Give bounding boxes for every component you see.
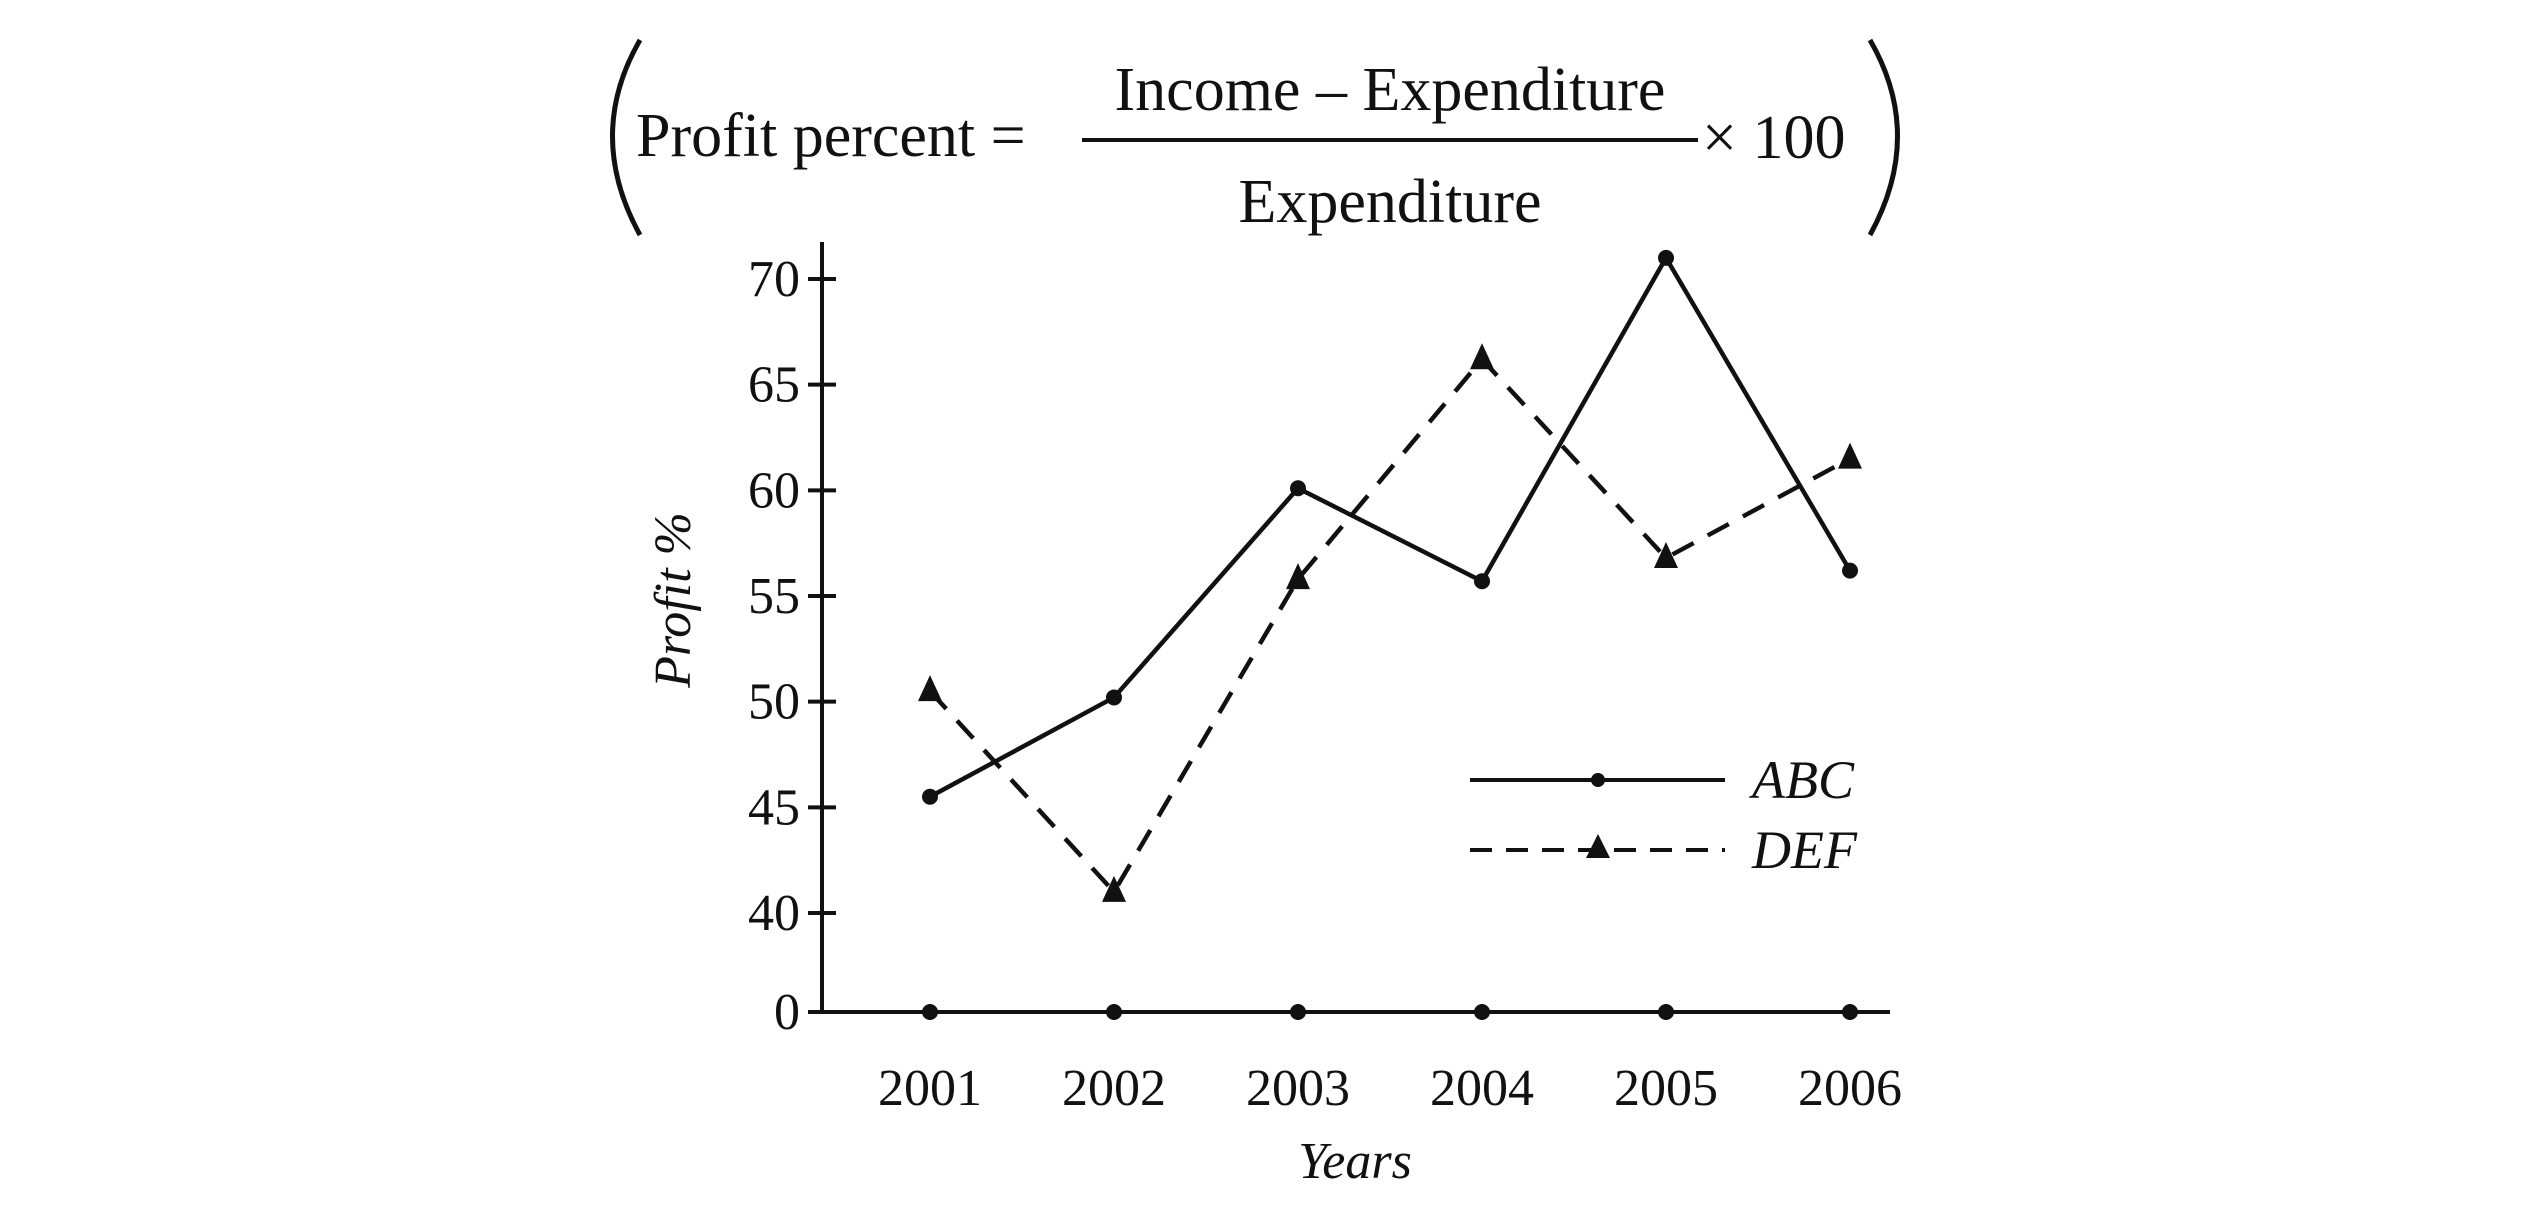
x-ticks: 2001 2002 2003 2004 2005 2006 [878, 1004, 1902, 1117]
y-tick-label: 40 [748, 885, 800, 942]
series-abc-point [1474, 573, 1490, 590]
x-tick-dot [1106, 1004, 1122, 1020]
series-abc [922, 249, 1858, 805]
x-tick-dot [1842, 1004, 1858, 1020]
formula: Profit percent = Income – Expenditure Ex… [610, 38, 1900, 237]
series-abc-point [1842, 562, 1858, 579]
series-def-point [1286, 563, 1310, 590]
x-tick-label: 2005 [1614, 1060, 1718, 1117]
formula-lhs: Profit percent = [636, 102, 1026, 170]
x-axis-label: Years [1298, 1133, 1412, 1190]
series-abc-point [1106, 689, 1122, 706]
series-def-point [1838, 442, 1862, 469]
x-tick-dot [1290, 1004, 1306, 1020]
y-ticks: 0 40 45 50 55 60 65 70 [748, 251, 836, 1041]
x-tick-dot [1658, 1004, 1674, 1020]
legend-def-label: DEF [1751, 820, 1858, 880]
series-def-line [928, 357, 1852, 895]
formula-numerator: Income – Expenditure [1115, 56, 1666, 124]
series-def [918, 343, 1862, 902]
legend-abc-label: ABC [1749, 750, 1855, 810]
formula-multiplier: × 100 [1702, 104, 1845, 172]
axes [818, 242, 1890, 1014]
series-abc-point [922, 788, 938, 805]
formula-left-paren [610, 38, 643, 237]
formula-right-paren [1867, 38, 1900, 237]
y-axis-label: Profit % [645, 512, 702, 689]
y-tick-label: 65 [748, 357, 800, 414]
x-tick-dot [922, 1004, 938, 1020]
legend-item-abc: ABC [1470, 750, 1855, 810]
series-abc-point [1290, 480, 1306, 497]
y-tick-label: 55 [748, 568, 800, 625]
series-layer [918, 249, 1862, 902]
series-def-point [918, 675, 942, 702]
x-tick-label: 2004 [1430, 1060, 1534, 1117]
formula-denominator: Expenditure [1238, 168, 1541, 236]
series-def-point [1654, 541, 1678, 568]
y-tick-label: 50 [748, 674, 800, 731]
y-tick-label: 60 [748, 462, 800, 519]
legend-abc-marker [1591, 773, 1605, 787]
x-tick-dot [1474, 1004, 1490, 1020]
legend-item-def: DEF [1470, 820, 1858, 880]
series-def-point [1470, 343, 1494, 370]
series-abc-line [928, 255, 1852, 799]
x-tick-label: 2003 [1246, 1060, 1350, 1117]
y-tick-label: 45 [748, 779, 800, 836]
legend-def-marker [1586, 834, 1610, 858]
x-tick-label: 2002 [1062, 1060, 1166, 1117]
y-tick-label: 0 [774, 984, 800, 1041]
x-tick-label: 2001 [878, 1060, 982, 1117]
legend: ABC DEF [1470, 750, 1858, 880]
x-tick-label: 2006 [1798, 1060, 1902, 1117]
series-abc-point [1658, 249, 1674, 266]
y-tick-label: 70 [748, 251, 800, 308]
series-def-point [1102, 875, 1126, 902]
